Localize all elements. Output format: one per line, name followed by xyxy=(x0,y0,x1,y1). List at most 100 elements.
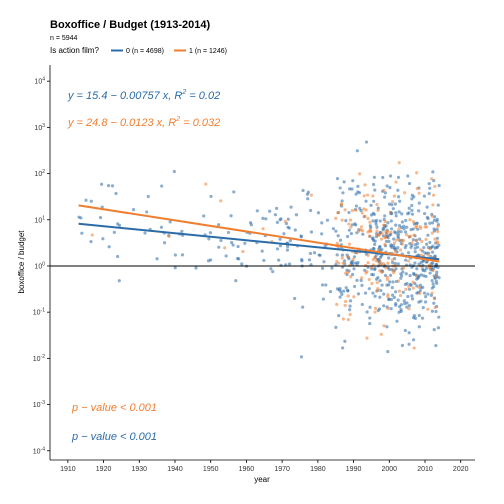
scatter-point xyxy=(241,249,245,254)
scatter-point xyxy=(358,206,362,210)
scatter-point xyxy=(364,140,369,144)
scatter-point xyxy=(331,227,335,231)
scatter-point xyxy=(383,219,387,224)
scatter-point xyxy=(117,223,122,227)
scatter-point xyxy=(364,271,368,275)
scatter-point xyxy=(362,194,366,198)
scatter-point xyxy=(342,289,346,293)
scatter-point xyxy=(413,250,417,254)
scatter-point xyxy=(363,214,367,218)
scatter-point xyxy=(350,187,354,191)
scatter-point xyxy=(411,286,415,290)
scatter-point xyxy=(390,258,395,262)
scatter-point xyxy=(371,273,375,277)
scatter-point xyxy=(348,304,352,308)
scatter-point xyxy=(371,194,375,198)
scatter-point xyxy=(389,306,393,311)
scatter-point xyxy=(89,199,93,203)
scatter-point xyxy=(234,279,238,283)
scatter-point xyxy=(386,221,390,225)
scatter-point xyxy=(320,283,325,287)
scatter-point xyxy=(335,302,339,307)
scatter-point xyxy=(404,243,408,248)
scatter-point xyxy=(155,257,159,261)
scatter-point xyxy=(371,219,375,223)
scatter-point xyxy=(289,205,293,209)
scatter-point xyxy=(417,191,421,195)
scatter-point xyxy=(382,324,386,328)
scatter-point xyxy=(346,255,350,259)
scatter-point xyxy=(417,201,421,205)
scatter-point xyxy=(278,237,282,241)
scatter-point xyxy=(392,241,397,245)
scatter-point xyxy=(336,234,340,238)
scatter-point xyxy=(407,287,412,291)
scatter-point xyxy=(335,287,340,291)
scatter-point xyxy=(403,230,408,234)
scatter-point xyxy=(426,233,430,237)
scatter-point xyxy=(307,258,312,262)
scatter-point xyxy=(419,248,423,252)
scatter-point xyxy=(426,307,430,311)
scatter-point xyxy=(306,197,310,201)
scatter-point xyxy=(369,213,374,217)
scatter-point xyxy=(433,237,437,241)
y-tick-label: 103 xyxy=(34,123,45,132)
scatter-point xyxy=(435,236,440,240)
scatter-point xyxy=(411,238,415,242)
scatter-point xyxy=(275,247,280,251)
scatter-point xyxy=(395,319,399,323)
scatter-point xyxy=(373,188,377,192)
scatter-point xyxy=(422,194,427,198)
scatter-point xyxy=(385,184,389,188)
scatter-point xyxy=(373,255,377,259)
scatter-point xyxy=(411,338,416,342)
scatter-point xyxy=(275,206,279,210)
scatter-point xyxy=(373,306,378,310)
scatter-point xyxy=(363,291,368,295)
x-tick-label: 1950 xyxy=(203,466,219,473)
scatter-point xyxy=(428,247,432,251)
scatter-point xyxy=(352,295,356,299)
scatter-point xyxy=(301,188,305,193)
scatter-point xyxy=(320,266,325,270)
scatter-point xyxy=(367,277,371,282)
x-tick-label: 1930 xyxy=(131,466,147,473)
scatter-point xyxy=(350,223,354,227)
scatter-point xyxy=(340,292,344,296)
scatter-point xyxy=(374,289,379,293)
scatter-point xyxy=(110,184,115,188)
scatter-point xyxy=(347,228,351,232)
scatter-point xyxy=(236,244,240,249)
scatter-point xyxy=(390,260,395,265)
scatter-point xyxy=(397,310,401,314)
scatter-point xyxy=(435,240,439,244)
scatter-point xyxy=(387,297,391,301)
scatter-point xyxy=(341,346,345,350)
scatter-point xyxy=(338,238,343,242)
scatter-point xyxy=(271,269,275,274)
scatter-point xyxy=(432,179,436,183)
scatter-point xyxy=(354,204,358,208)
chart-subtitle: n = 5944 xyxy=(50,35,78,42)
scatter-point xyxy=(340,256,344,260)
x-tick-label: 2000 xyxy=(381,466,397,473)
scatter-point xyxy=(415,224,419,228)
scatter-point xyxy=(243,241,247,245)
scatter-point xyxy=(397,195,401,199)
scatter-point xyxy=(388,210,393,214)
scatter-point xyxy=(430,221,435,225)
scatter-point xyxy=(299,355,304,359)
scatter-point xyxy=(394,211,398,215)
scatter-point xyxy=(384,239,389,243)
scatter-point xyxy=(364,199,368,203)
scatter-point xyxy=(423,211,427,216)
scatter-point xyxy=(392,295,396,300)
scatter-point xyxy=(180,253,185,257)
scatter-point xyxy=(368,321,372,326)
scatter-point xyxy=(278,244,283,248)
scatter-point xyxy=(386,295,390,299)
scatter-point xyxy=(358,172,362,176)
scatter-point xyxy=(160,184,164,188)
